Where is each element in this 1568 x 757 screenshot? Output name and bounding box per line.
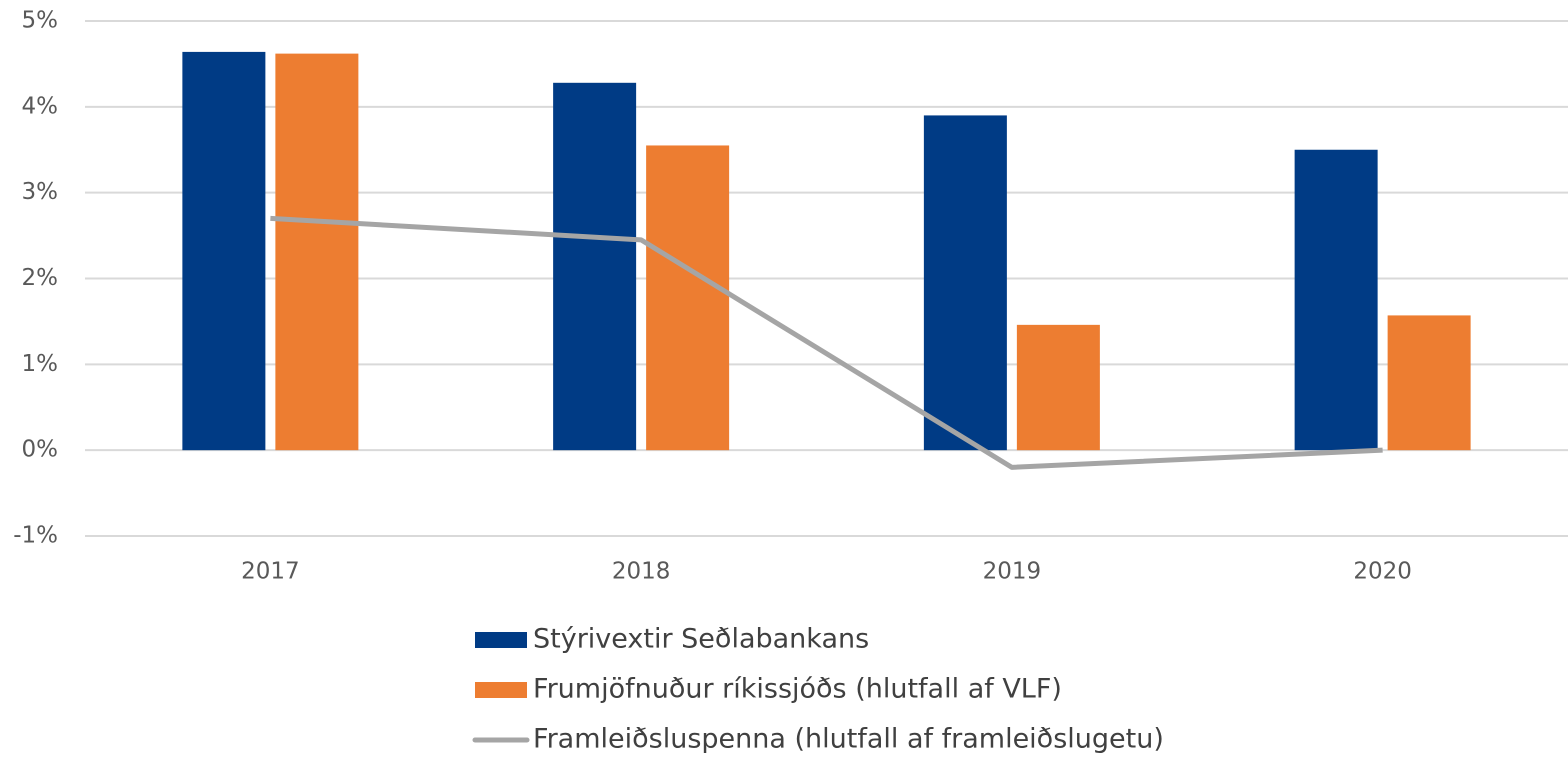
y-tick-label: 0% xyxy=(22,437,59,463)
bar xyxy=(1016,324,1100,451)
bar xyxy=(553,82,637,451)
y-tick-label: 1% xyxy=(22,351,59,377)
legend-label: Frumjöfnuður ríkissjóðs (hlutfall af VLF… xyxy=(533,674,1062,705)
bar xyxy=(182,51,266,451)
legend-swatch xyxy=(475,682,527,698)
x-tick-label: 2020 xyxy=(1353,559,1412,585)
legend-label: Framleiðsluspenna (hlutfall af framleiðs… xyxy=(533,724,1164,755)
bar xyxy=(275,53,359,451)
y-tick-label: 3% xyxy=(22,179,59,205)
bar xyxy=(923,115,1007,451)
legend-label: Stýrivextir Seðlabankans xyxy=(533,624,869,655)
line xyxy=(270,215,1383,470)
bar xyxy=(646,145,730,451)
y-tick-label: 5% xyxy=(22,8,59,34)
y-tick-label: 2% xyxy=(22,265,59,291)
x-tick-label: 2018 xyxy=(612,559,671,585)
bar xyxy=(1294,149,1378,451)
y-tick-label: -1% xyxy=(13,523,58,549)
y-tick-label: 4% xyxy=(22,93,59,119)
bar xyxy=(1387,315,1471,451)
x-tick-label: 2017 xyxy=(241,559,300,585)
legend-swatch xyxy=(475,632,527,648)
x-tick-label: 2019 xyxy=(983,559,1042,585)
